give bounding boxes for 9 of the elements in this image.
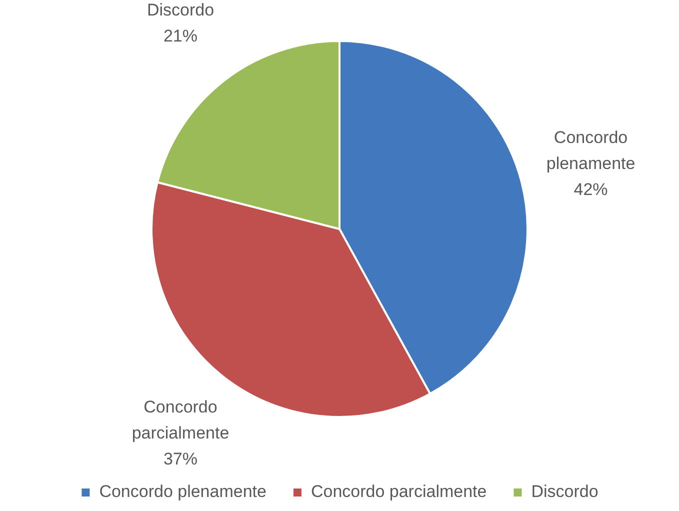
slice-label: Concordo parcialmente [132, 398, 230, 443]
data-label: 42% [574, 180, 608, 200]
data-label: 21% [163, 26, 198, 46]
legend-label: Concordo parcialmente [310, 482, 487, 502]
slice-label: Discordo [146, 0, 214, 20]
legend-label: Discordo [531, 482, 598, 502]
slice-label: Concordo plenamente [546, 128, 636, 174]
legend-label: Concordo plenamente [99, 482, 266, 502]
data-label: 37% [163, 450, 198, 469]
